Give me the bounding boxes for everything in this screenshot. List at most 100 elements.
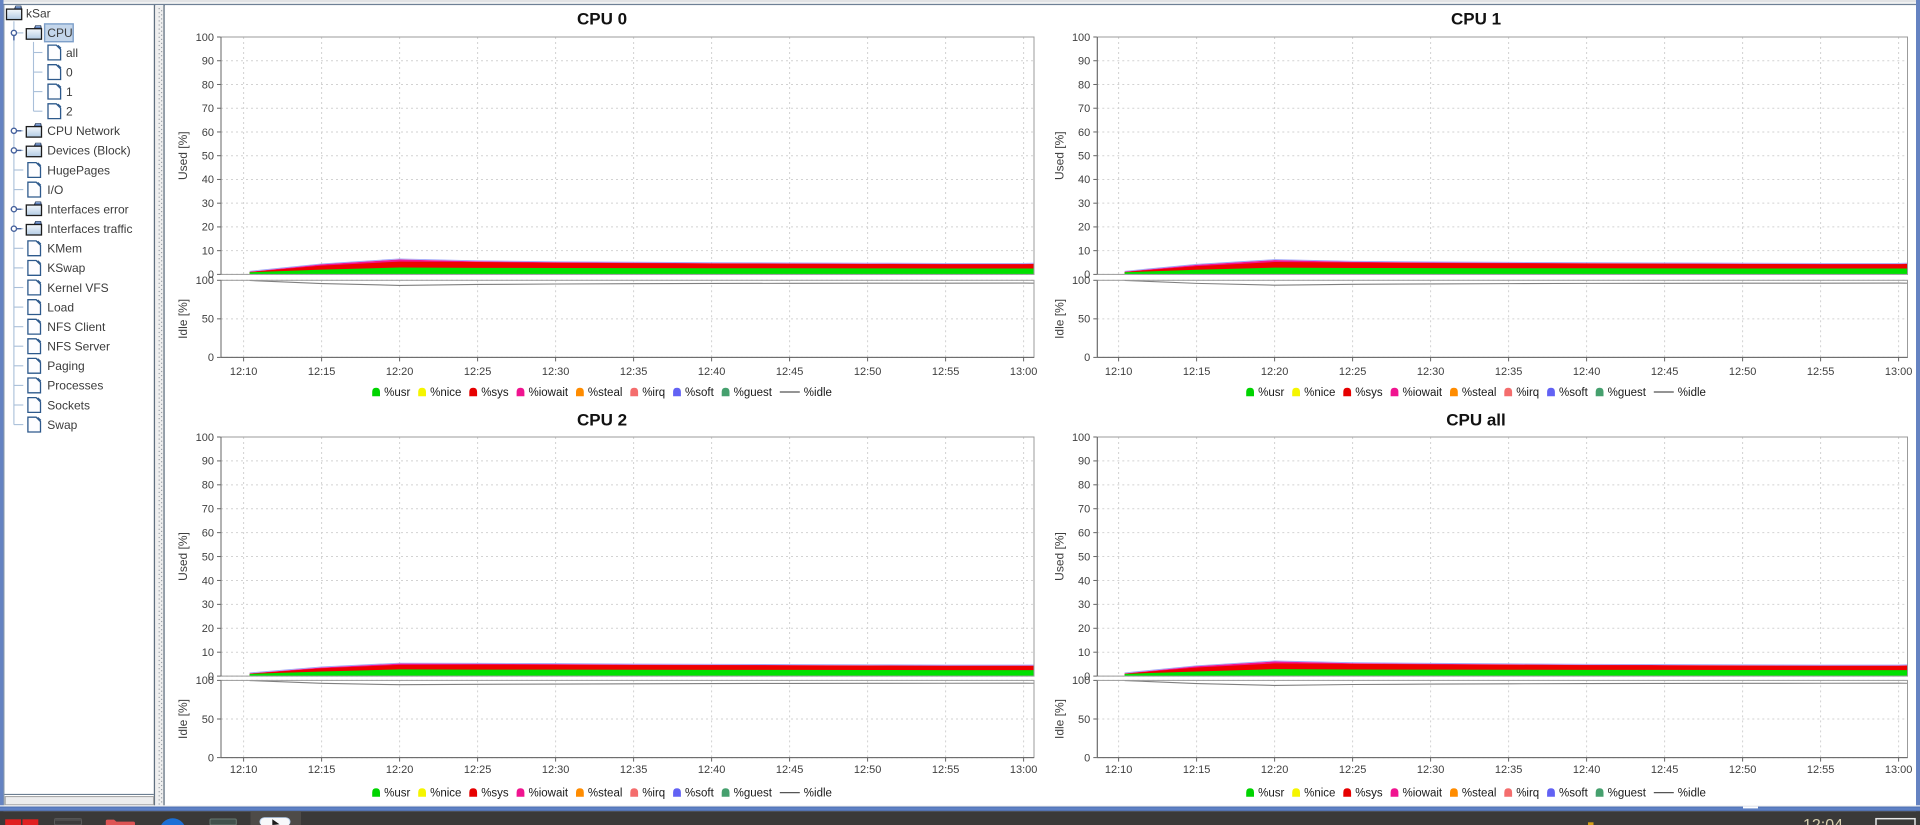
svg-text:50: 50 — [202, 551, 214, 563]
svg-text:12:50: 12:50 — [1729, 366, 1757, 378]
svg-text:12:10: 12:10 — [1105, 366, 1133, 378]
svg-text:%steal: %steal — [588, 788, 623, 800]
svg-text:%steal: %steal — [1462, 387, 1497, 399]
svg-text:Idle [%]: Idle [%] — [176, 699, 190, 739]
svg-text:10: 10 — [1078, 647, 1090, 659]
svg-text:40: 40 — [1078, 575, 1090, 587]
svg-text:50: 50 — [1078, 714, 1090, 726]
svg-text:50: 50 — [202, 151, 214, 163]
svg-text:2: 2 — [66, 105, 73, 119]
svg-text:%iowait: %iowait — [529, 788, 569, 800]
svg-text:%irq: %irq — [1516, 387, 1539, 399]
svg-text:20: 20 — [1078, 222, 1090, 234]
svg-text:100: 100 — [1072, 32, 1090, 44]
svg-text:12:45: 12:45 — [776, 366, 804, 378]
svg-text:%sys: %sys — [481, 788, 509, 800]
svg-text:%usr: %usr — [384, 387, 410, 399]
svg-text:I/O: I/O — [47, 183, 63, 197]
svg-text:CPU Network: CPU Network — [47, 124, 121, 138]
svg-text:60: 60 — [1078, 527, 1090, 539]
svg-text:%idle: %idle — [1678, 387, 1706, 399]
svg-text:%sys: %sys — [481, 387, 509, 399]
svg-text:12:15: 12:15 — [308, 764, 336, 776]
svg-text:%sys: %sys — [1355, 788, 1383, 800]
svg-text:12:50: 12:50 — [854, 366, 882, 378]
svg-text:50: 50 — [202, 714, 214, 726]
svg-text:%iowait: %iowait — [529, 387, 569, 399]
svg-text:%soft: %soft — [685, 387, 715, 399]
svg-text:60: 60 — [1078, 127, 1090, 139]
svg-text:90: 90 — [202, 456, 214, 468]
svg-text:0: 0 — [1084, 752, 1090, 764]
svg-text:%guest: %guest — [1608, 788, 1647, 800]
svg-text:12:30: 12:30 — [1417, 764, 1445, 776]
svg-text:12:50: 12:50 — [1729, 764, 1757, 776]
svg-text:Idle [%]: Idle [%] — [1052, 699, 1066, 739]
svg-text:Used [%]: Used [%] — [176, 532, 190, 581]
svg-text:60: 60 — [202, 127, 214, 139]
svg-text:NFS Server: NFS Server — [47, 340, 110, 354]
svg-text:1: 1 — [66, 85, 73, 99]
svg-text:12:20: 12:20 — [1261, 366, 1289, 378]
svg-text:%usr: %usr — [384, 788, 410, 800]
svg-text:12:10: 12:10 — [230, 764, 258, 776]
svg-text:%guest: %guest — [1608, 387, 1647, 399]
svg-text:%irq: %irq — [642, 387, 665, 399]
svg-text:CPU: CPU — [47, 26, 72, 40]
svg-text:50: 50 — [1078, 551, 1090, 563]
svg-text:12:15: 12:15 — [1183, 366, 1211, 378]
svg-text:12:40: 12:40 — [1573, 764, 1601, 776]
svg-text:CPU all: CPU all — [1446, 410, 1506, 429]
svg-text:10: 10 — [1078, 246, 1090, 258]
svg-text:50: 50 — [1078, 314, 1090, 326]
svg-text:Interfaces traffic: Interfaces traffic — [47, 222, 132, 236]
svg-text:%irq: %irq — [642, 788, 665, 800]
svg-text:12:20: 12:20 — [386, 764, 414, 776]
svg-text:12:30: 12:30 — [1417, 366, 1445, 378]
svg-text:60: 60 — [202, 527, 214, 539]
svg-text:Sockets: Sockets — [47, 398, 90, 412]
svg-text:40: 40 — [1078, 174, 1090, 186]
svg-text:100: 100 — [1072, 275, 1090, 287]
svg-text:0: 0 — [208, 752, 214, 764]
svg-text:13:00: 13:00 — [1885, 366, 1913, 378]
svg-text:CPU 1: CPU 1 — [1451, 10, 1501, 29]
svg-text:Idle [%]: Idle [%] — [1052, 299, 1066, 339]
svg-text:12:55: 12:55 — [932, 764, 960, 776]
svg-text:40: 40 — [202, 575, 214, 587]
svg-text:12:45: 12:45 — [1651, 366, 1679, 378]
svg-text:13:00: 13:00 — [1010, 366, 1038, 378]
svg-text:12:55: 12:55 — [1807, 366, 1835, 378]
svg-text:12:20: 12:20 — [1261, 764, 1289, 776]
svg-text:%guest: %guest — [734, 788, 773, 800]
svg-text:100: 100 — [1072, 432, 1090, 444]
svg-text:Interfaces error: Interfaces error — [47, 203, 128, 217]
svg-text:Devices (Block): Devices (Block) — [47, 144, 130, 158]
svg-text:Kernel VFS: Kernel VFS — [47, 281, 108, 295]
svg-text:90: 90 — [1078, 56, 1090, 68]
svg-text:%usr: %usr — [1258, 387, 1284, 399]
svg-text:KMem: KMem — [47, 242, 82, 256]
svg-text:12:25: 12:25 — [464, 764, 492, 776]
svg-text:0: 0 — [208, 671, 214, 683]
svg-text:kSar: kSar — [26, 7, 51, 21]
svg-text:10: 10 — [202, 246, 214, 258]
svg-text:Used [%]: Used [%] — [176, 131, 190, 180]
svg-text:12:30: 12:30 — [542, 764, 570, 776]
svg-text:40: 40 — [202, 174, 214, 186]
svg-text:12:40: 12:40 — [1573, 366, 1601, 378]
svg-text:12:45: 12:45 — [1651, 764, 1679, 776]
svg-text:0: 0 — [1084, 352, 1090, 364]
svg-text:%soft: %soft — [1559, 788, 1589, 800]
svg-text:%steal: %steal — [1462, 788, 1497, 800]
svg-text:KSwap: KSwap — [47, 261, 85, 275]
svg-text:%soft: %soft — [1559, 387, 1589, 399]
svg-text:50: 50 — [202, 314, 214, 326]
svg-text:10: 10 — [202, 647, 214, 659]
svg-text:12:55: 12:55 — [932, 366, 960, 378]
svg-text:NFS Client: NFS Client — [47, 320, 106, 334]
svg-text:Used [%]: Used [%] — [1052, 532, 1066, 581]
svg-text:%irq: %irq — [1516, 788, 1539, 800]
svg-text:0: 0 — [66, 65, 73, 79]
svg-text:Used [%]: Used [%] — [1052, 131, 1066, 180]
